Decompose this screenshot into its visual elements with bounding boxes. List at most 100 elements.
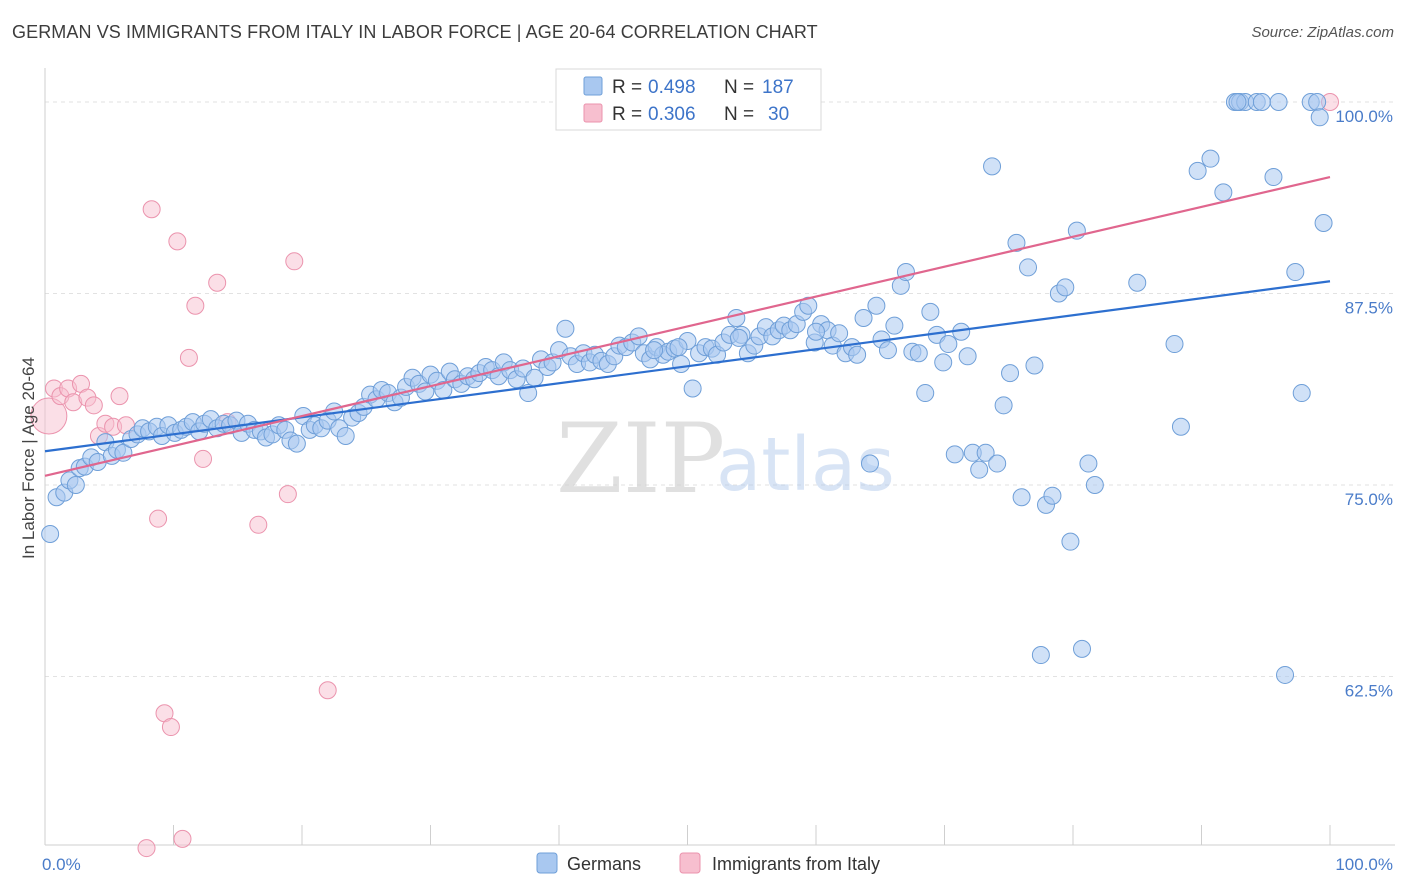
chart-title: GERMAN VS IMMIGRANTS FROM ITALY IN LABOR… (12, 22, 818, 42)
germans-point (1061, 532, 1080, 551)
germans-point (921, 302, 940, 321)
italy-point (208, 273, 227, 292)
germans-point (1165, 335, 1184, 354)
legend-r-label-italy: R = (612, 104, 642, 125)
legend-n-label-italy: N = (724, 104, 754, 125)
legend-n-label-germans: N = (724, 77, 754, 98)
germans-point (988, 454, 1007, 473)
italy-point (110, 387, 129, 406)
y-tick-label: 87.5% (1345, 298, 1393, 317)
tick-labels: 62.5% 75.0% 87.5% 100.0% 0.0% 100.0% (42, 107, 1393, 874)
germans-point (1019, 258, 1038, 277)
italy-point (30, 397, 68, 435)
germans-point (885, 316, 904, 335)
germans-point (727, 308, 746, 327)
watermark: ZIP atlas (556, 403, 895, 515)
germans-point (970, 460, 989, 479)
germans-point (1276, 665, 1295, 684)
y-tick-label: 62.5% (1345, 681, 1393, 700)
germans-point (983, 157, 1002, 176)
bottom-legend-italy: Immigrants from Italy (712, 854, 880, 874)
germans-point (1012, 488, 1031, 507)
germans-point (1171, 417, 1190, 436)
germans-point (1308, 92, 1327, 111)
y-tick-label: 75.0% (1345, 490, 1393, 509)
italy-point (186, 296, 205, 315)
x-tick-label-max: 100.0% (1335, 855, 1393, 874)
germans-point (683, 379, 702, 398)
germans-point (1292, 384, 1311, 403)
italy-point (137, 839, 156, 858)
germans-point (1314, 214, 1333, 233)
legend-n-value-germans: 187 (762, 77, 794, 98)
legend-r-value-germans: 0.498 (648, 77, 696, 98)
germans-point (645, 341, 664, 360)
germans-point (1128, 273, 1147, 292)
germans-point (1188, 161, 1207, 180)
germans-point (994, 396, 1013, 415)
germans-point (878, 341, 897, 360)
italy-point (179, 348, 198, 367)
italy-point (84, 396, 103, 415)
italy-point (249, 515, 268, 534)
series-germans-points (41, 92, 1333, 684)
italy-point (149, 509, 168, 528)
germans-point (1264, 168, 1283, 187)
trendlines (44, 175, 1331, 477)
germans-point (1072, 639, 1091, 658)
germans-point (1201, 149, 1220, 168)
germans-point (934, 353, 953, 372)
germans-point (1085, 475, 1104, 494)
germans-point (916, 384, 935, 403)
germans-point (854, 308, 873, 327)
germans-point (860, 454, 879, 473)
germans-point (830, 324, 849, 343)
bottom-legend-swatch-germans (536, 852, 558, 874)
axes (44, 68, 1395, 846)
legend-box: R = 0.498 N = 187 R = 0.306 N = 30 (555, 68, 822, 131)
germans-point (1228, 92, 1247, 111)
germans-point (909, 344, 928, 363)
italy-point (173, 829, 192, 848)
y-axis-label: In Labor Force | Age 20-64 (19, 357, 38, 559)
germans-point (41, 525, 60, 544)
germans-point (1079, 454, 1098, 473)
germans-point (976, 443, 995, 462)
germans-point (1214, 183, 1233, 202)
germans-point (1007, 233, 1026, 252)
germans-point (939, 335, 958, 354)
italy-point (278, 485, 297, 504)
germans-point (1043, 486, 1062, 505)
germans-point (66, 475, 85, 494)
germans-point (1269, 92, 1288, 111)
legend-n-value-italy: 30 (768, 104, 789, 125)
italy-point (142, 200, 161, 219)
germans-point (807, 322, 825, 341)
germans-point (729, 328, 748, 347)
germans-point (1286, 263, 1305, 282)
germans-point (867, 296, 886, 315)
legend-swatch-italy (583, 103, 603, 123)
germans-trend-line (44, 280, 1331, 453)
italy-point (168, 232, 187, 251)
legend-swatch-germans (583, 76, 603, 96)
legend-r-label-germans: R = (612, 77, 642, 98)
watermark-zip: ZIP (556, 403, 725, 515)
germans-point (287, 434, 306, 453)
legend-r-value-italy: 0.306 (648, 104, 696, 125)
germans-point (672, 354, 691, 373)
italy-point (285, 252, 304, 271)
germans-point (1001, 364, 1020, 383)
bottom-legend: Germans Immigrants from Italy (536, 852, 880, 874)
germans-point (669, 338, 688, 357)
italy-trend-line (44, 175, 1331, 477)
bottom-legend-swatch-italy (679, 852, 701, 874)
germans-point (1310, 108, 1329, 127)
germans-point (336, 426, 355, 445)
y-tick-label: 100.0% (1335, 107, 1393, 126)
italy-point (161, 718, 180, 737)
bottom-legend-germans: Germans (567, 854, 641, 874)
germans-point (1025, 356, 1044, 375)
italy-point (318, 681, 337, 700)
